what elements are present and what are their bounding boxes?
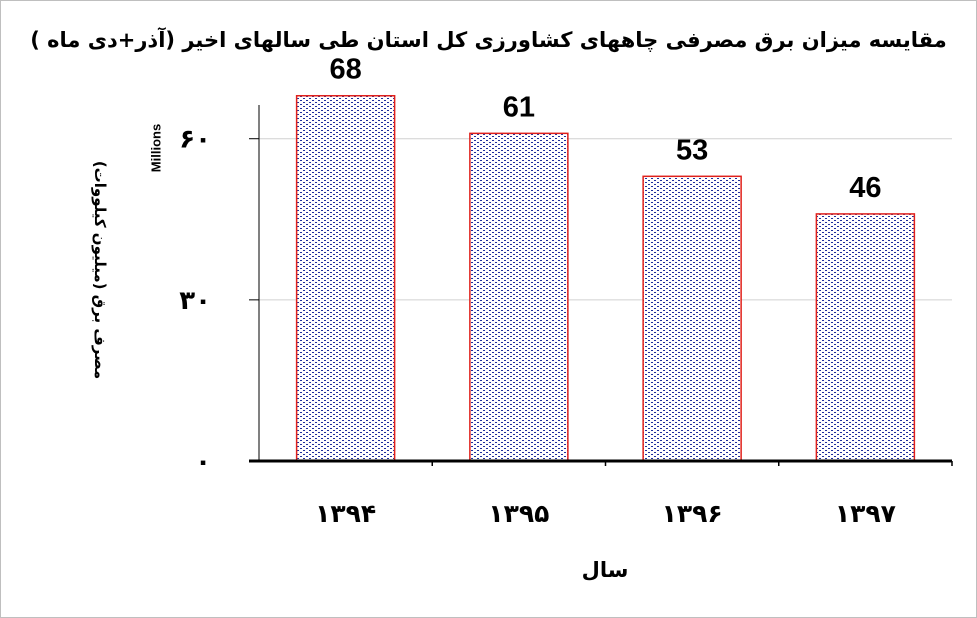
x-tick-label: ۱۳۹۷: [835, 499, 896, 528]
data-label: 68: [329, 54, 361, 86]
x-tick-label: ۱۳۹۶: [662, 499, 723, 528]
bars: [295, 94, 916, 462]
bar: [642, 175, 742, 462]
bar: [815, 213, 916, 462]
x-tick-label: ۱۳۹۵: [488, 499, 549, 528]
chart-title: مقایسه میزان برق مصرفی چاههای کشاورزی کل…: [30, 28, 947, 52]
y-tick-label: ۶۰: [179, 125, 211, 155]
bar: [295, 94, 396, 462]
data-label: 46: [849, 172, 881, 204]
x-tick-label: ۱۳۹۴: [315, 499, 376, 528]
y-tick-label: ۰: [195, 447, 211, 477]
axes: [249, 105, 953, 466]
y-tick-label: ۳۰: [179, 286, 211, 316]
bar: [469, 132, 569, 462]
x-axis-label: سال: [581, 558, 629, 582]
labels: ۰ ۳۰ ۶۰ 68 ۱۳۹۴ 61 ۱۳۹۵ 53 ۱۳۹۶ 46 ۱۳۹۷: [179, 54, 896, 528]
data-label: 61: [503, 91, 535, 123]
data-label: 53: [676, 134, 708, 166]
